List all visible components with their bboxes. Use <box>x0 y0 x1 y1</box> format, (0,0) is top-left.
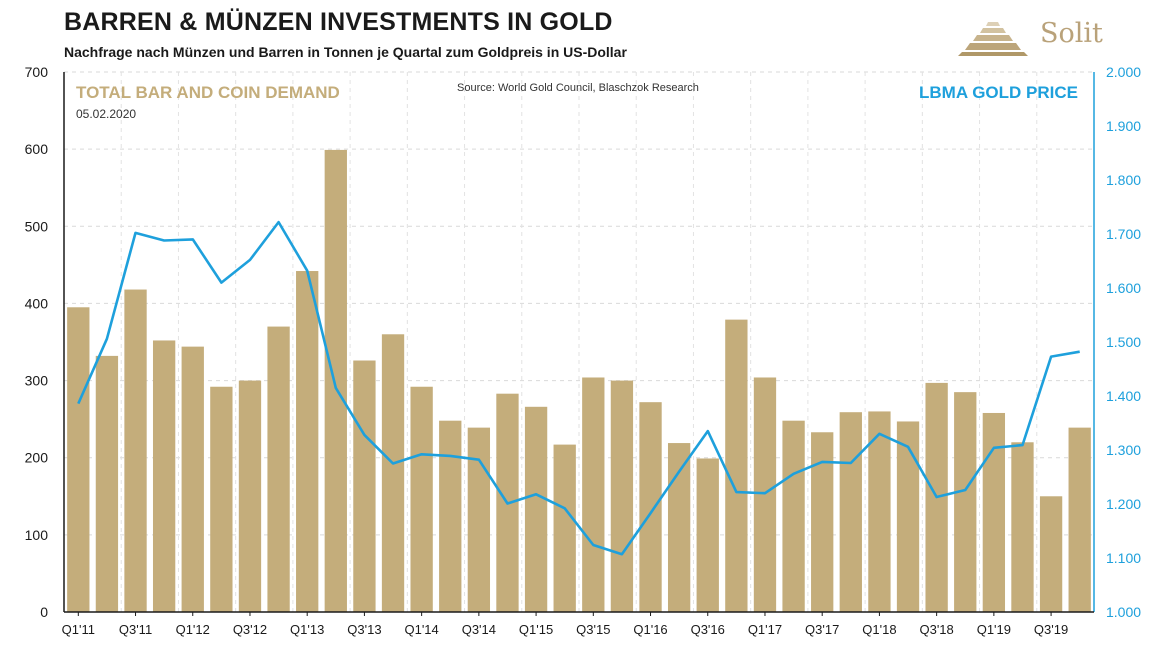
x-axis-tick-label: Q1'17 <box>748 622 782 637</box>
demand-bar <box>524 406 548 612</box>
left-axis-tick-label: 300 <box>25 373 49 389</box>
demand-bar <box>553 444 576 612</box>
left-axis-tick-label: 0 <box>40 604 48 620</box>
right-axis-tick-label: 1.500 <box>1106 334 1141 350</box>
x-axis-tick-label: Q1'16 <box>633 622 667 637</box>
gold-price-line <box>77 220 1080 556</box>
demand-bar <box>896 421 920 612</box>
demand-bar <box>324 149 347 612</box>
x-axis-tick-label: Q1'18 <box>862 622 896 637</box>
x-axis-tick-label: Q1'12 <box>176 622 210 637</box>
right-axis-tick-label: 1.700 <box>1106 226 1141 242</box>
x-axis-tick-label: Q1'11 <box>62 622 95 637</box>
demand-bar <box>296 271 319 612</box>
right-axis-tick-label: 1.800 <box>1106 172 1141 188</box>
demand-bar <box>1011 442 1034 612</box>
left-axis-tick-label: 100 <box>25 527 49 543</box>
right-axis-tick-label: 1.200 <box>1106 496 1141 512</box>
right-axis-tick-label: 1.000 <box>1106 604 1141 620</box>
left-axis-tick-label: 200 <box>25 450 49 466</box>
right-axis-tick-label: 1.400 <box>1106 388 1141 404</box>
demand-bar <box>181 346 204 612</box>
bar-series-label: TOTAL BAR AND COIN DEMAND <box>76 83 340 102</box>
right-axis-tick-label: 2.000 <box>1106 64 1141 80</box>
chart-source: Source: World Gold Council, Blaschzok Re… <box>457 82 699 94</box>
x-axis-tick-label: Q1'15 <box>519 622 553 637</box>
chart-date: 05.02.2020 <box>76 107 136 121</box>
demand-bar <box>610 380 634 612</box>
demand-bar <box>381 334 405 612</box>
demand-bar <box>639 402 662 612</box>
x-axis-tick-label: Q3'19 <box>1034 622 1068 637</box>
demand-bar <box>1068 427 1091 612</box>
demand-bar <box>439 420 462 612</box>
x-axis-tick-label: Q3'11 <box>119 622 152 637</box>
demand-bar <box>238 380 262 612</box>
demand-bar <box>667 443 691 612</box>
x-axis-tick-label: Q1'13 <box>290 622 324 637</box>
demand-bar <box>868 411 891 612</box>
x-axis-tick-label: Q3'17 <box>805 622 839 637</box>
right-axis-tick-label: 1.100 <box>1106 550 1141 566</box>
demand-bar <box>839 412 862 612</box>
demand-bar <box>124 289 147 612</box>
x-axis-tick-label: Q1'14 <box>404 622 438 637</box>
demand-bar <box>696 458 719 612</box>
left-axis-tick-label: 500 <box>25 218 49 234</box>
x-axis-tick-label: Q3'13 <box>347 622 381 637</box>
x-axis-tick-label: Q3'16 <box>691 622 725 637</box>
line-series-label: LBMA GOLD PRICE <box>919 83 1078 102</box>
demand-bar <box>267 326 290 612</box>
x-axis-tick-label: Q3'12 <box>233 622 267 637</box>
demand-bar <box>582 377 605 612</box>
demand-bar <box>467 427 491 612</box>
right-axis-tick-label: 1.600 <box>1106 280 1141 296</box>
right-axis-tick-label: 1.300 <box>1106 442 1141 458</box>
demand-bar <box>210 386 233 612</box>
brand-logo-text: Solit <box>1040 18 1103 49</box>
right-axis-tick-label: 1.900 <box>1106 118 1141 134</box>
demand-bar <box>954 392 977 612</box>
demand-bar <box>725 319 748 612</box>
left-axis-tick-label: 600 <box>25 141 49 157</box>
demand-bar <box>95 355 119 612</box>
left-axis-tick-label: 400 <box>25 295 49 311</box>
chart-title: BARREN & MÜNZEN INVESTMENTS IN GOLD <box>64 8 613 36</box>
demand-bar <box>1039 496 1063 612</box>
demand-bar <box>353 360 376 612</box>
left-axis-tick-label: 700 <box>25 64 49 80</box>
x-axis-tick-label: Q3'15 <box>576 622 610 637</box>
demand-bar <box>753 377 777 612</box>
x-axis-tick-label: Q1'19 <box>977 622 1011 637</box>
demand-bar <box>152 340 176 612</box>
demand-bar <box>67 307 90 612</box>
demand-bar <box>982 412 1006 612</box>
chart-subtitle: Nachfrage nach Münzen und Barren in Tonn… <box>64 44 627 60</box>
demand-bar <box>410 386 433 612</box>
pyramid-stack-icon <box>958 22 1028 56</box>
demand-bar <box>811 432 834 612</box>
x-axis-tick-label: Q3'14 <box>462 622 496 637</box>
x-axis-tick-label: Q3'18 <box>919 622 953 637</box>
demand-bar <box>782 420 805 612</box>
